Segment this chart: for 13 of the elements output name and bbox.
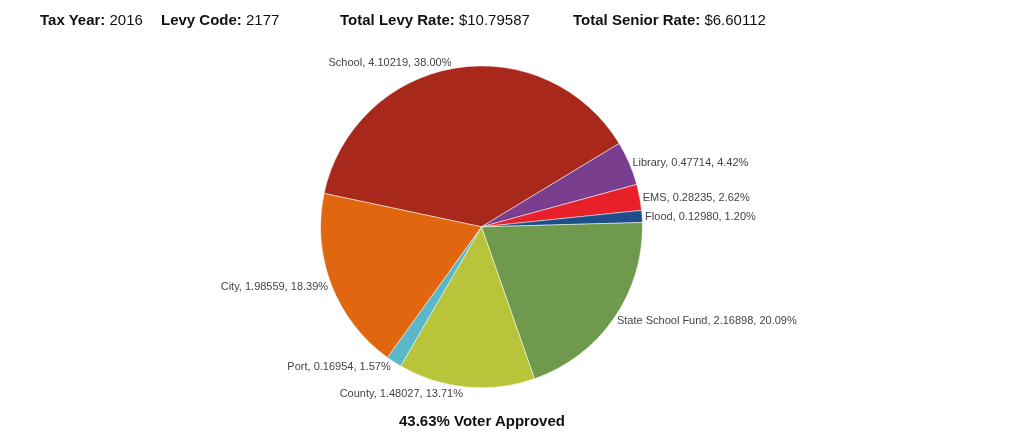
slice-label: Library, 0.47714, 4.42%	[632, 156, 749, 169]
slice-label: City, 1.98559, 18.39%	[220, 279, 329, 292]
slice-label: Port, 0.16954, 1.57%	[287, 360, 391, 373]
slice-label: County, 1.48027, 13.71%	[339, 387, 464, 400]
slice-label: State School Fund, 2.16898, 20.09%	[616, 314, 797, 327]
text: Tax Year: 2016	[40, 11, 143, 28]
slice-label: School, 4.10219, 38.00%	[328, 56, 452, 69]
text: 43.63% Voter Approved	[399, 412, 565, 429]
slice-label: EMS, 0.28235, 2.62%	[642, 191, 750, 204]
text: Levy Code: 2177	[161, 11, 280, 28]
slice-label: Flood, 0.12980, 1.20%	[645, 210, 757, 223]
text: Total Senior Rate: $6.60112	[573, 11, 766, 28]
text: Total Levy Rate: $10.79587	[340, 11, 530, 28]
